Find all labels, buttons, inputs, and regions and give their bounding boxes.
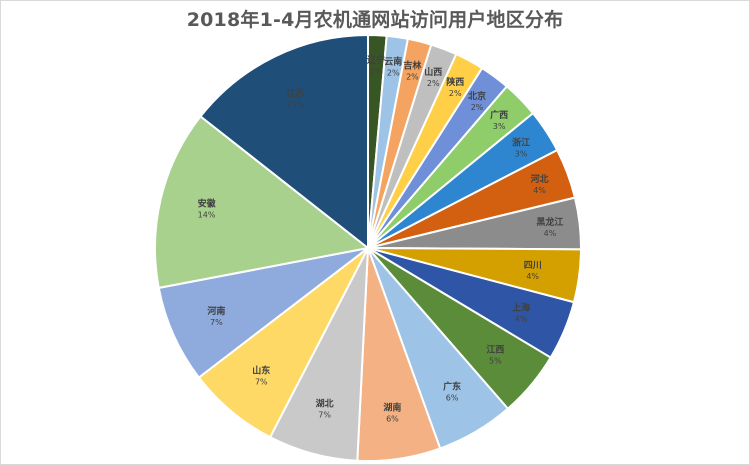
slice-label-percent: 2% [427,79,440,88]
slice-label: 广东6% [443,380,461,402]
slice-label-percent: 1% [370,67,383,76]
slice-label: 上海4% [512,302,530,324]
slice-label: 河南7% [207,305,225,327]
slice-label-percent: 2% [449,89,462,98]
slice-label-name: 安徽 [198,198,217,210]
slice-label-name: 湖北 [316,397,334,409]
slice-label-name: 四川 [524,260,542,271]
slice-label: 陕西2% [446,76,464,98]
slice-label-percent: 4% [526,272,539,281]
pie-slice [154,114,371,290]
slice-label-percent: 15% [286,101,304,110]
slice-label-name: 吉林 [403,59,422,71]
slice-label-name: 北京 [468,90,486,102]
slice-label: 吉林2% [403,59,422,81]
slice-label-percent: 7% [318,410,331,419]
slice-label-name: 浙江 [512,136,530,148]
slice-label-percent: 4% [544,229,557,238]
slice-label-name: 湖南 [383,401,401,413]
slice-label: 广西3% [490,109,508,131]
slice-label-percent: 2% [471,103,484,112]
slice-label-name: 上海 [512,302,530,314]
slice-label-name: 黑龙江 [536,216,563,228]
slice-label-percent: 4% [533,186,546,195]
pie-slice [157,247,369,379]
slice-label-percent: 3% [515,149,528,158]
slice-label-name: 河南 [207,305,225,317]
slice-label: 江西5% [486,344,504,366]
slice-label-percent: 14% [198,211,216,220]
slice-label: 辽宁1% [367,54,385,76]
chart-title: 2018年1-4月农机通网站访问用户地区分布 [186,9,564,31]
slice-label: 河北4% [531,173,549,195]
slice-label: 山东7% [252,364,270,386]
slice-label-percent: 6% [386,414,399,423]
slice-label-percent: 4% [515,315,528,324]
slice-label-name: 山东 [252,364,270,376]
pie-slice [199,33,369,251]
slice-label-name: 江西 [486,344,504,356]
slice-label-percent: 5% [489,357,502,366]
slice-label: 云南2% [384,56,402,78]
slice-label-percent: 7% [210,318,223,327]
slice-label-name: 山西 [424,66,442,78]
slice-label: 浙江3% [512,136,530,158]
slice-label: 北京2% [468,90,486,112]
slice-label: 山西2% [424,66,442,88]
slice-label-name: 云南 [384,56,402,68]
slice-label-percent: 2% [387,69,400,78]
slice-label-name: 河北 [531,173,549,185]
slice-label-percent: 2% [406,72,419,81]
slice-label-percent: 7% [255,377,268,386]
slice-label-percent: 6% [446,393,459,402]
slice-label-name: 辽宁 [367,54,385,66]
slice-label-name: 广西 [490,109,508,121]
slice-label: 湖北7% [316,397,334,419]
slice-label-name: 江苏 [286,88,304,100]
slice-label-name: 广东 [443,380,461,392]
slice-label-percent: 3% [493,122,506,131]
slice-label: 四川4% [524,260,542,281]
slice-label: 湖南6% [383,401,401,423]
slice-label-name: 陕西 [446,76,464,88]
